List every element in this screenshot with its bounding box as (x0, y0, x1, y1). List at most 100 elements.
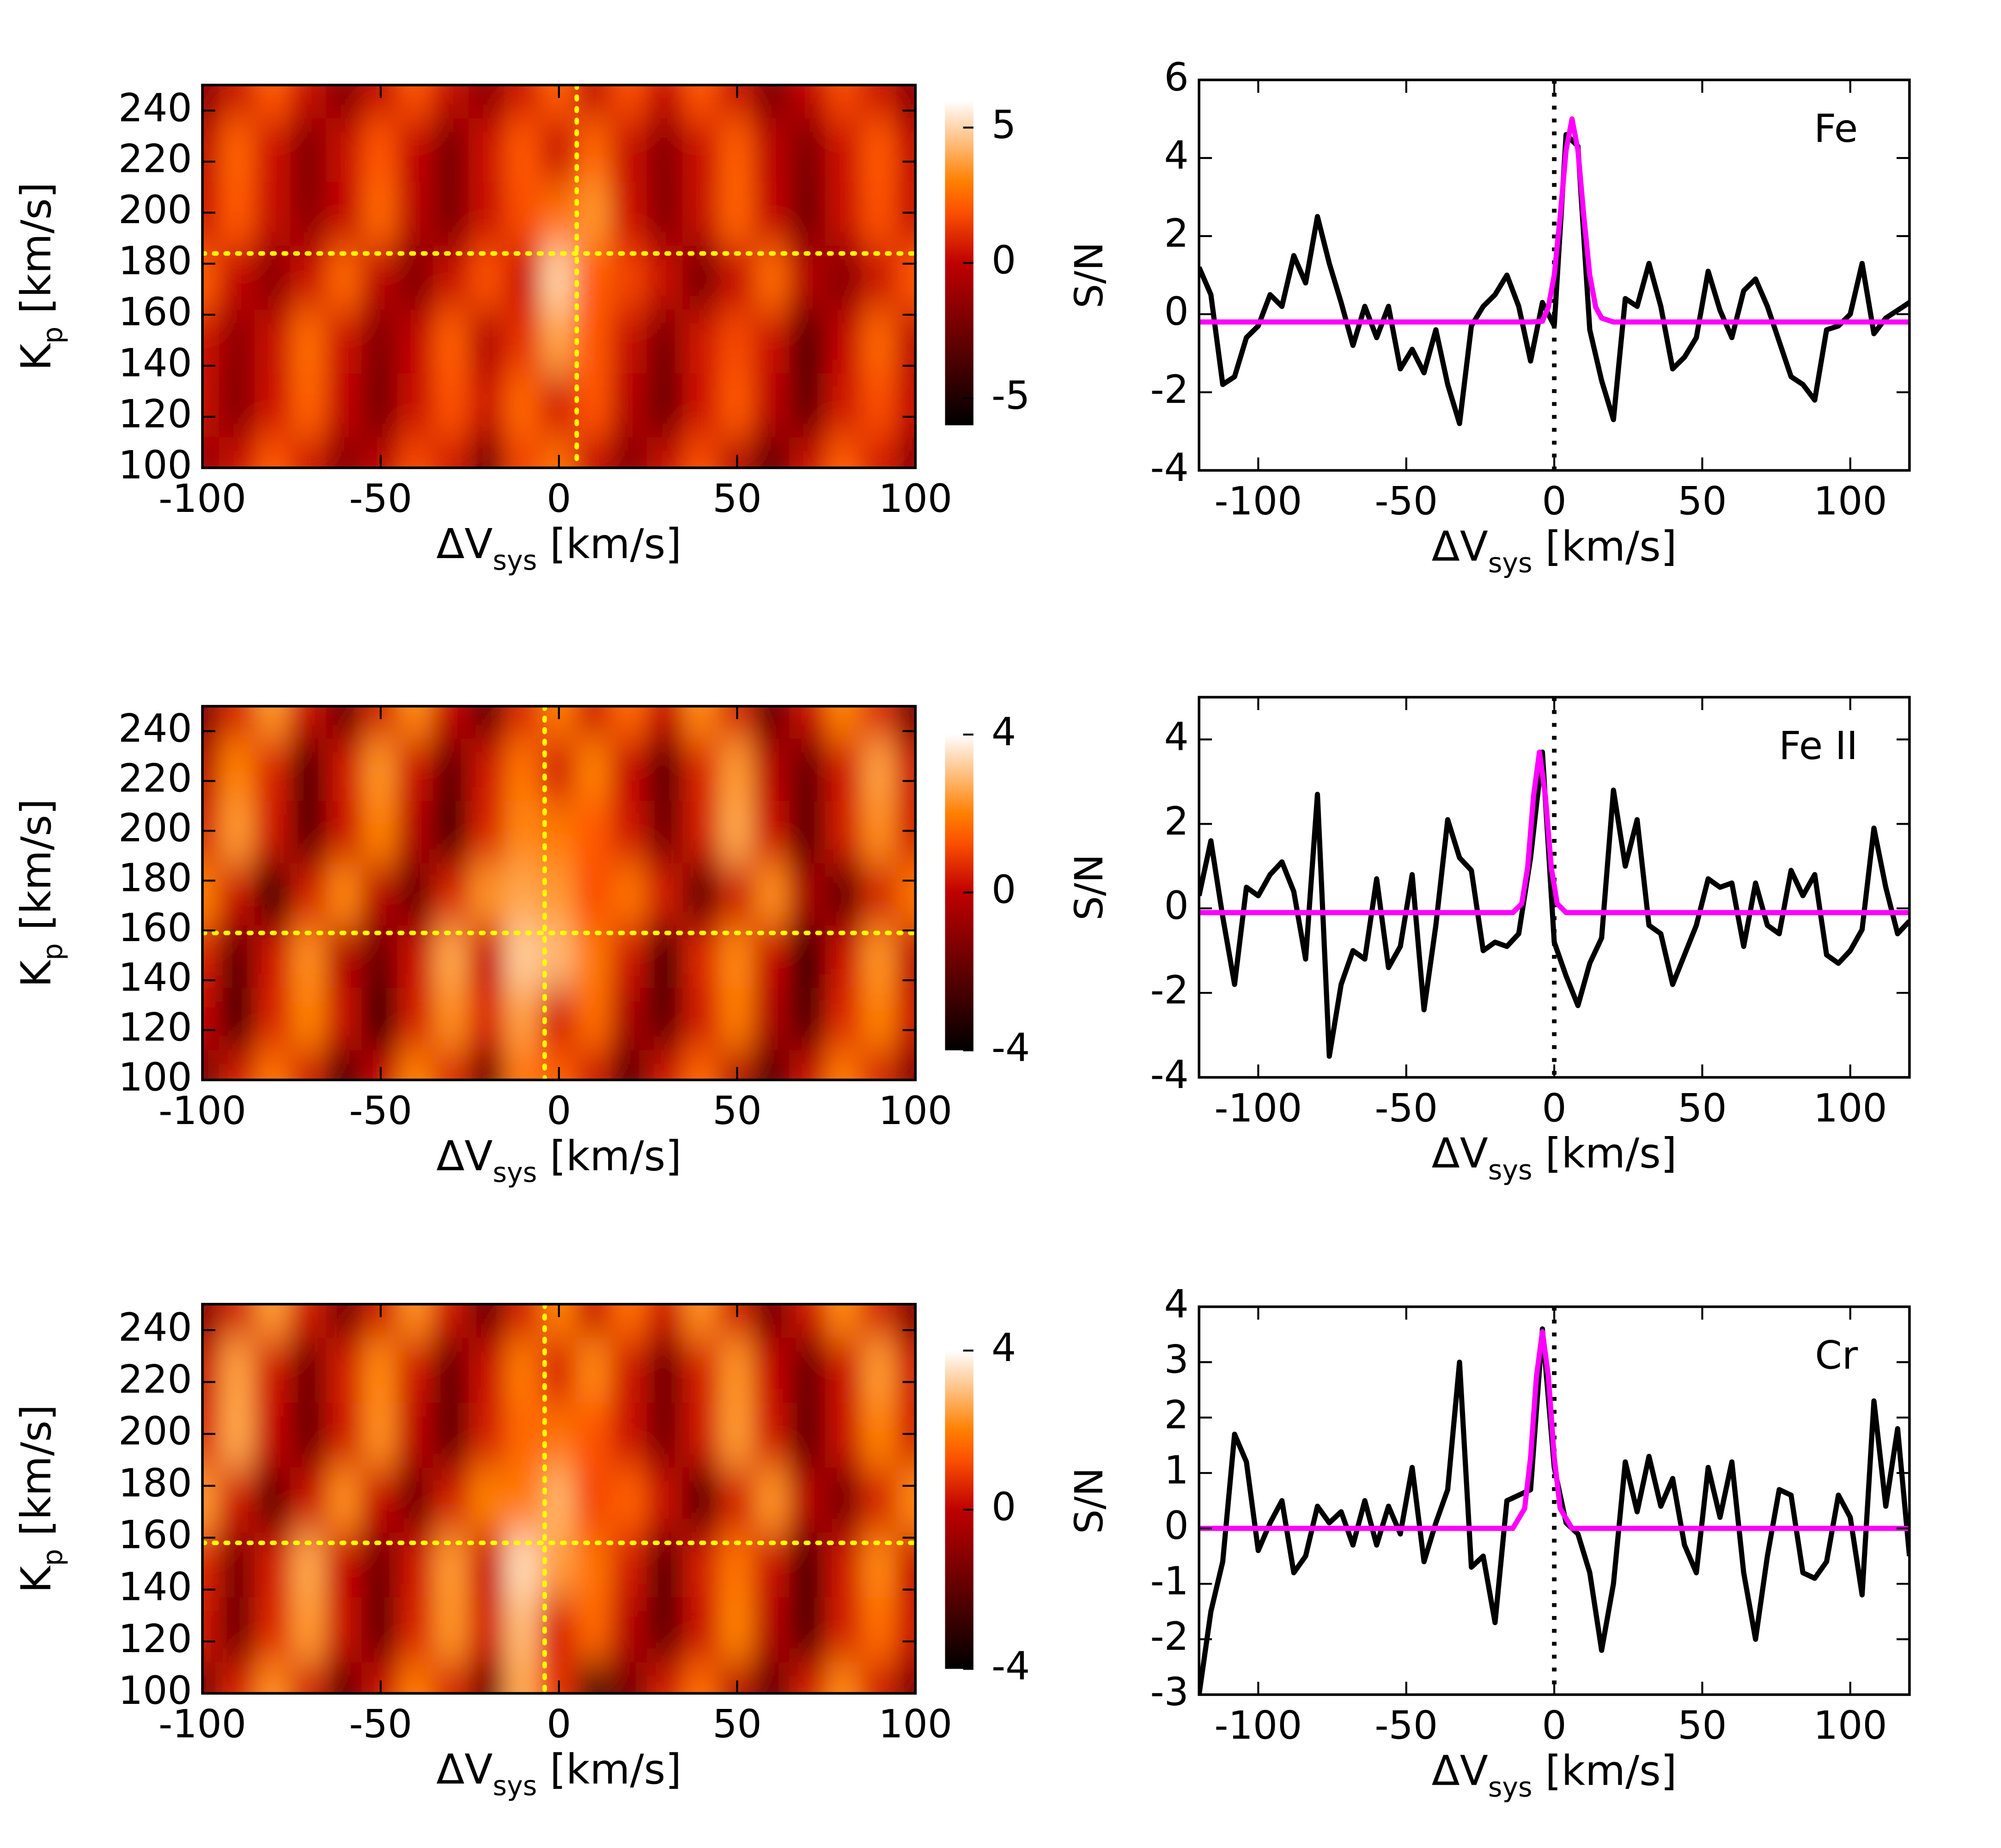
heatmap-cell (255, 116, 293, 182)
axis-label-main: ΔV (1432, 523, 1488, 571)
colorbar-tick-label: 0 (991, 867, 1016, 912)
heatmap-cell (611, 1465, 650, 1533)
heatmap-cell (255, 706, 293, 739)
heatmap-cell (290, 1047, 328, 1080)
heatmap-cell (611, 860, 650, 926)
series-line (1199, 749, 1910, 915)
x-tick-label: -50 (349, 1702, 413, 1747)
heatmap-cell (718, 1335, 756, 1403)
heatmap-cell (896, 706, 916, 739)
heatmap-cell (255, 1400, 293, 1468)
x-tick-label: 50 (1678, 1703, 1727, 1748)
heatmap-cell (202, 307, 222, 374)
heatmap-cell (682, 1530, 721, 1598)
axis-label-unit: [km/s] (12, 1404, 61, 1536)
y-tick-label: 1 (1164, 1447, 1189, 1493)
y-tick-label: 2 (1164, 1392, 1189, 1437)
heatmap-cell (682, 985, 721, 1050)
colorbar-tick-label: 0 (991, 1484, 1016, 1530)
x-tick-label: -100 (1214, 1703, 1302, 1748)
axis-label: ΔVsys [km/s] (436, 520, 681, 576)
heatmap-cell (504, 860, 542, 926)
heatmap-cell (255, 860, 293, 926)
heatmap-cell (611, 1594, 650, 1662)
heatmap-cells (202, 85, 916, 468)
y-tick-label: 160 (118, 905, 192, 950)
heatmap-cell (432, 1660, 471, 1694)
heatmap-cell (860, 1335, 899, 1403)
heatmap-cell (611, 116, 650, 182)
heatmap-cell (504, 1465, 542, 1533)
heatmap-cell (575, 736, 614, 801)
heatmap-cell (754, 706, 792, 739)
heatmap-cell (575, 860, 614, 926)
heatmap-cell (255, 1530, 293, 1598)
heatmap-cell (397, 116, 436, 182)
heatmap-cell (255, 985, 293, 1050)
y-tick-label: 0 (1164, 883, 1189, 928)
axis-label-main: ΔV (436, 1746, 493, 1794)
heatmap-cell (575, 307, 614, 374)
heatmap-cell (202, 706, 222, 739)
heatmap-cell (682, 736, 721, 801)
axis-label-main: K (12, 1565, 61, 1593)
heatmap-cell (432, 1304, 471, 1338)
heatmap-cell (575, 1660, 614, 1694)
heatmap-cell (361, 179, 400, 246)
heatmap-cell (754, 371, 792, 438)
y-tick-label: 4 (1164, 714, 1189, 759)
heatmap-cell (860, 1594, 899, 1662)
heatmap-cell (611, 1660, 650, 1694)
y-tick-label: 4 (1164, 133, 1189, 178)
heatmap-cell (255, 798, 293, 863)
heatmap-cell (682, 307, 721, 374)
axis-label-unit: [km/s] (12, 182, 61, 314)
heatmap-cell (646, 1400, 685, 1468)
heatmap-cell (540, 179, 578, 246)
heatmap-cell (896, 371, 916, 438)
heatmap-cell (611, 706, 650, 739)
y-tick-label: 120 (118, 391, 192, 437)
heatmap-cell (754, 985, 792, 1050)
heatmap-cell (432, 434, 471, 468)
axis-label-main: K (12, 343, 61, 371)
heatmap-cell (682, 434, 721, 468)
heatmap-cell (646, 1465, 685, 1533)
axis-label-unit: [km/s] (550, 1132, 681, 1180)
heatmap-cell (789, 1047, 828, 1080)
heatmap-cell (202, 85, 222, 118)
heatmap-cell (789, 706, 828, 739)
heatmap-cell (825, 860, 864, 926)
heatmap-cell (468, 736, 507, 801)
x-tick-label: 0 (547, 476, 571, 521)
heatmap-cell (468, 307, 507, 374)
heatmap-cell (290, 371, 328, 438)
heatmap-cell (611, 434, 650, 468)
heatmap-cell (468, 1335, 507, 1403)
heatmap-cell (432, 923, 471, 988)
heatmap-cell (575, 85, 614, 118)
heatmap-cell (754, 1594, 792, 1662)
heatmap-cell (504, 179, 542, 246)
heatmap-cell (718, 798, 756, 863)
heatmap-cell (290, 1400, 328, 1468)
y-tick-label: 180 (118, 238, 192, 284)
heatmap-cell (682, 798, 721, 863)
heatmap-cell (860, 85, 899, 118)
heatmap-cell (646, 860, 685, 926)
heatmap-cell (646, 179, 685, 246)
heatmap-cell (860, 736, 899, 801)
axis-label-sub: sys (493, 545, 537, 576)
heatmap-cell (504, 243, 542, 310)
heatmap-cell (575, 434, 614, 468)
heatmap-cell (754, 1047, 792, 1080)
heatmap-cell (504, 1594, 542, 1662)
heatmap-cell (255, 434, 293, 468)
axis-label: Kp [km/s] (12, 182, 68, 371)
heatmap-cell (255, 1660, 293, 1694)
x-tick-label: 100 (1813, 1703, 1887, 1748)
heatmap-cell (361, 307, 400, 374)
heatmap-cell (326, 736, 365, 801)
heatmap-cell (468, 1400, 507, 1468)
